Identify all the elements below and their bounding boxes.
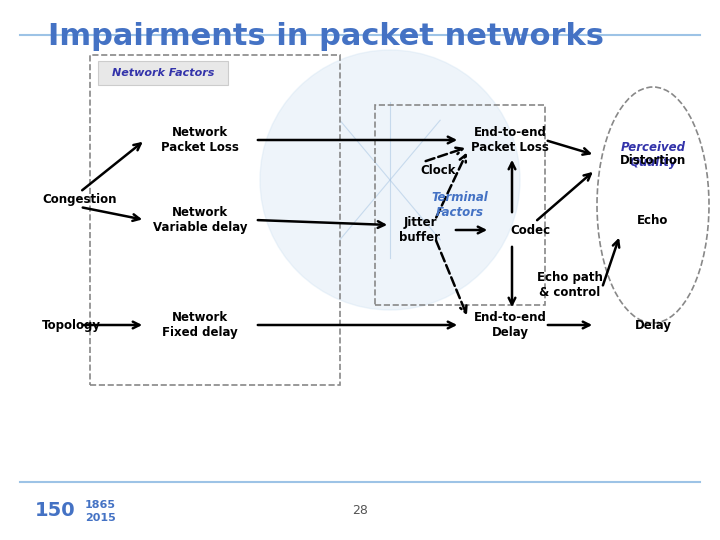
Text: 150: 150 xyxy=(35,501,76,519)
Text: 2015: 2015 xyxy=(85,513,115,523)
Text: Network
Packet Loss: Network Packet Loss xyxy=(161,126,239,154)
Text: Terminal
Factors: Terminal Factors xyxy=(431,191,488,219)
Text: Echo: Echo xyxy=(637,213,669,226)
Text: Congestion: Congestion xyxy=(42,193,117,206)
Text: 28: 28 xyxy=(352,503,368,516)
Text: Delay: Delay xyxy=(634,319,672,332)
Text: Network Factors: Network Factors xyxy=(112,68,214,78)
Text: Network
Variable delay: Network Variable delay xyxy=(153,206,247,234)
Circle shape xyxy=(260,50,520,310)
Bar xyxy=(90,55,340,385)
Text: Codec: Codec xyxy=(510,224,550,237)
Text: Topology: Topology xyxy=(42,319,101,332)
Bar xyxy=(375,105,545,305)
Text: Network
Fixed delay: Network Fixed delay xyxy=(162,311,238,339)
Text: Perceived
Quality: Perceived Quality xyxy=(621,141,685,169)
Text: End-to-end
Packet Loss: End-to-end Packet Loss xyxy=(471,126,549,154)
Text: End-to-end
Delay: End-to-end Delay xyxy=(474,311,546,339)
Text: Jitter
buffer: Jitter buffer xyxy=(400,216,441,244)
Text: 1865: 1865 xyxy=(84,500,115,510)
Text: Clock: Clock xyxy=(420,164,456,177)
Text: Echo path
& control: Echo path & control xyxy=(537,271,603,299)
Text: Distortion: Distortion xyxy=(620,153,686,166)
Bar xyxy=(98,61,228,85)
Text: Impairments in packet networks: Impairments in packet networks xyxy=(48,22,604,51)
